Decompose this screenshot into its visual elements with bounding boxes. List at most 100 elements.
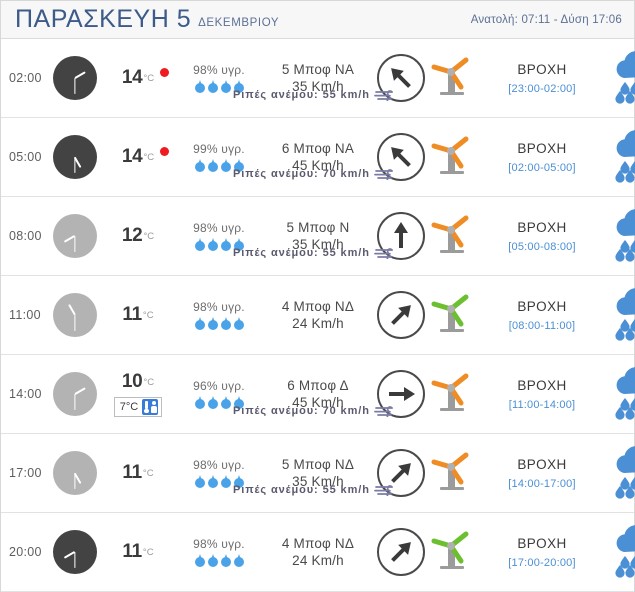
wind-cell: 4 Μποφ ΝΔ 24 Km/h <box>263 299 373 331</box>
clock-hour-hand <box>74 71 86 79</box>
wind-direction-cell <box>373 54 478 102</box>
temperature-cell: 11 °C <box>101 462 175 484</box>
wind-speed: 35 Km/h <box>292 474 344 489</box>
weather-icon-cell <box>606 285 635 346</box>
humidity-droplet-icon <box>207 396 218 409</box>
arrow-glyph <box>388 387 415 401</box>
wind-direction-cell <box>373 291 478 339</box>
condition-name: ΒΡΟΧΗ <box>517 140 567 156</box>
time-cell: 08:00 <box>1 214 101 258</box>
condition-name: ΒΡΟΧΗ <box>517 61 567 77</box>
wind-beaufort: 5 Μποφ ΝΔ <box>281 457 355 472</box>
humidity-droplet-icon <box>220 80 231 93</box>
condition-cell: ΒΡΟΧΗ [05:00-08:00] <box>478 220 606 253</box>
windmill-icon <box>429 134 475 180</box>
condition-name: ΒΡΟΧΗ <box>517 298 567 314</box>
condition-cell: ΒΡΟΧΗ [11:00-14:00] <box>478 378 606 411</box>
wind-direction-arrow-icon <box>376 133 425 181</box>
month-title: ΔΕΚΕΜΒΡΙΟΥ <box>198 16 280 29</box>
humidity-cell: 98% υγρ. <box>175 458 263 488</box>
humidity-label: 98% υγρ. <box>193 537 245 551</box>
humidity-cell: 98% υγρ. <box>175 221 263 251</box>
wind-beaufort: 6 Μποφ Δ <box>287 378 349 393</box>
clock-minute-hand <box>74 236 76 252</box>
wind-beaufort: 4 Μποφ ΝΔ <box>281 536 355 551</box>
wind-direction-arrow-icon <box>376 291 425 339</box>
humidity-label: 98% υγρ. <box>193 63 245 77</box>
wind-gust-glyph <box>373 169 393 180</box>
time-cell: 11:00 <box>1 293 101 337</box>
clock-icon <box>53 135 97 179</box>
wind-cell: 5 Μποφ Ν 35 Km/h <box>263 220 373 252</box>
windmill-glyph <box>431 531 468 569</box>
humidity-droplet-icon <box>194 475 205 488</box>
sunrise-sunset-info: Ανατολή: 07:11 - Δύση 17:06 <box>470 13 622 26</box>
wind-beaufort: 5 Μποφ ΝΑ <box>281 62 355 77</box>
wind-gust-glyph <box>373 90 393 101</box>
rain-cloud-glyph <box>615 524 635 578</box>
row-time-label: 02:00 <box>9 71 42 85</box>
humidity-label: 99% υγρ. <box>193 142 245 156</box>
humidity-droplet-icon <box>207 80 218 93</box>
wind-gust-info: Ριπές ανέμου: 55 km/h <box>233 247 400 259</box>
wind-gust-text: Ριπές ανέμου: 55 km/h <box>233 89 370 101</box>
humidity-droplet-icon <box>207 159 218 172</box>
humidity-droplet-icon <box>194 317 205 330</box>
wind-gust-info: Ριπές ανέμου: 55 km/h <box>233 89 400 101</box>
temperature-unit: °C <box>143 231 155 242</box>
arrow-glyph <box>390 542 411 562</box>
humidity-droplet-icon <box>220 238 231 251</box>
wind-gust-text: Ριπές ανέμου: 55 km/h <box>233 484 370 496</box>
time-cell: 14:00 <box>1 372 101 416</box>
forecast-header: ΠΑΡΑΣΚΕΥΗ 5 ΔΕΚΕΜΒΡΙΟΥ Ανατολή: 07:11 - … <box>1 1 634 39</box>
humidity-droplet-icon <box>194 80 205 93</box>
humidity-droplet-icon <box>194 396 205 409</box>
condition-time-range: [17:00-20:00] <box>508 556 576 569</box>
windmill-glyph <box>431 215 468 253</box>
temperature-unit: °C <box>143 152 155 163</box>
humidity-droplet-icon <box>233 238 244 251</box>
temperature-value: 11 <box>122 304 142 325</box>
temperature-cell: 11 °C <box>101 541 175 563</box>
humidity-droplet-icon <box>194 238 205 251</box>
windmill-glyph <box>431 294 468 332</box>
wind-direction-arrow-icon <box>376 528 425 576</box>
temperature-value-group: 11 °C <box>122 304 153 326</box>
windmill-icon <box>429 529 475 575</box>
humidity-droplet-icon <box>233 475 244 488</box>
rain-cloud-icon <box>606 127 635 188</box>
weather-icon-cell <box>606 522 635 583</box>
forecast-row: 08:00 12 °C 98% υγρ. 5 Μποφ Ν 35 Km/h ΒΡΟΧΗ [05… <box>1 197 635 276</box>
wind-cell: 4 Μποφ ΝΔ 24 Km/h <box>263 536 373 568</box>
weather-icon-cell <box>606 206 635 267</box>
windmill-glyph <box>431 57 468 95</box>
humidity-droplet-icon <box>233 317 244 330</box>
rain-cloud-icon <box>606 285 635 346</box>
condition-time-range: [14:00-17:00] <box>508 477 576 490</box>
temperature-value: 12 <box>121 225 143 246</box>
windmill-icon <box>429 450 475 496</box>
wind-gust-glyph <box>373 248 393 259</box>
windmill-glyph <box>431 136 468 174</box>
condition-time-range: [23:00-02:00] <box>508 82 576 95</box>
alert-dot-icon <box>160 68 170 77</box>
humidity-droplet-icon <box>194 554 205 567</box>
windmill-icon <box>429 292 475 338</box>
condition-cell: ΒΡΟΧΗ [17:00-20:00] <box>478 536 606 569</box>
clock-hour-hand <box>74 156 82 168</box>
condition-cell: ΒΡΟΧΗ [14:00-17:00] <box>478 457 606 490</box>
temperature-unit: °C <box>142 468 154 479</box>
humidity-cell: 98% υγρ. <box>175 300 263 330</box>
wind-speed: 45 Km/h <box>292 395 344 410</box>
time-cell: 20:00 <box>1 530 101 574</box>
rain-cloud-icon <box>606 443 635 504</box>
forecast-row: 20:00 11 °C 98% υγρ. 4 Μποφ ΝΔ 24 Km/h ΒΡΟΧΗ [1… <box>1 513 635 592</box>
condition-time-range: [02:00-05:00] <box>508 161 576 174</box>
weather-icon-cell <box>606 127 635 188</box>
rain-cloud-glyph <box>615 287 635 341</box>
humidity-cell: 99% υγρ. <box>175 142 263 172</box>
condition-time-range: [11:00-14:00] <box>508 398 576 411</box>
condition-time-range: [08:00-11:00] <box>508 319 576 332</box>
wind-gust-glyph <box>373 485 393 496</box>
clock-hour-hand <box>68 304 76 316</box>
